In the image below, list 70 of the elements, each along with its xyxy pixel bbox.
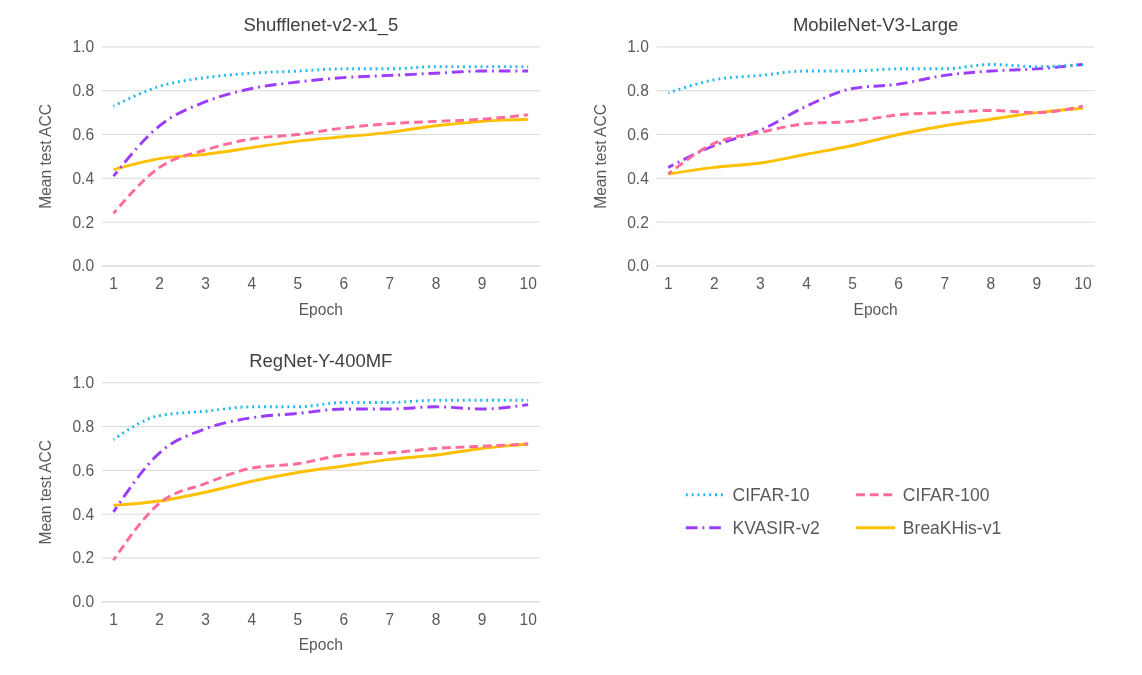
x-tick-label: 6 (339, 611, 349, 629)
x-tick-label: 7 (940, 275, 950, 293)
x-tick-label: 8 (986, 275, 996, 293)
x-tick-label: 9 (1032, 275, 1042, 293)
x-tick-label: 3 (756, 275, 765, 293)
line-series (112, 69, 530, 178)
x-tick-label: 2 (710, 275, 719, 293)
y-tick-label: 1.0 (72, 38, 95, 56)
y-tick-label: 0.6 (72, 461, 95, 479)
line-series (112, 65, 530, 108)
x-axis-title: Epoch (853, 300, 898, 318)
x-tick-label: 6 (339, 275, 349, 293)
y-tick-label: 1.0 (72, 374, 95, 392)
x-tick-label: 3 (201, 275, 210, 293)
y-tick-label: 0.0 (627, 257, 650, 275)
line-series (112, 113, 530, 215)
x-tick-label: 6 (894, 275, 903, 293)
x-tick-label: 3 (201, 611, 210, 629)
chart-title: Shufflenet-v2-x1_5 (243, 14, 399, 37)
y-axis-title: Mean test ACC (592, 104, 610, 209)
line-series (112, 403, 530, 514)
legend-label: CIFAR-100 (902, 484, 990, 505)
x-tick-label: 9 (477, 611, 487, 629)
x-tick-label: 2 (155, 275, 164, 293)
chart-title: RegNet-Y-400MF (249, 350, 393, 372)
y-tick-label: 0.6 (72, 125, 95, 143)
line-series (112, 398, 530, 442)
x-tick-label: 9 (477, 275, 487, 293)
x-axis-title: Epoch (298, 300, 343, 318)
x-tick-label: 5 (848, 275, 857, 293)
y-tick-label: 0.8 (72, 82, 95, 100)
y-tick-label: 0.6 (627, 125, 649, 143)
x-tick-label: 10 (519, 275, 538, 293)
y-tick-label: 0.0 (72, 593, 95, 611)
y-tick-label: 0.4 (72, 169, 95, 187)
line-series (666, 62, 1085, 95)
x-tick-label: 4 (247, 275, 257, 293)
y-axis-title: Mean test ACC (37, 439, 55, 545)
line-series (666, 62, 1085, 169)
x-tick-label: 1 (109, 275, 118, 293)
y-tick-label: 1.0 (627, 38, 650, 56)
x-tick-label: 7 (385, 275, 395, 293)
x-tick-label: 8 (431, 275, 441, 293)
x-tick-label: 2 (155, 611, 164, 629)
x-tick-label: 1 (109, 611, 118, 629)
line-series (112, 117, 530, 172)
x-tick-label: 10 (1074, 275, 1092, 293)
y-tick-label: 0.4 (627, 169, 650, 187)
y-tick-label: 0.2 (72, 213, 95, 231)
legend-label: CIFAR-10 (732, 484, 810, 505)
y-tick-label: 0.2 (627, 213, 649, 231)
x-tick-label: 5 (293, 275, 303, 293)
chart-title: MobileNet-V3-Large (792, 14, 959, 36)
legend-label: BreaKHis-v1 (902, 517, 1002, 538)
y-tick-label: 0.4 (72, 505, 95, 523)
x-tick-label: 1 (663, 275, 673, 293)
y-tick-label: 0.8 (627, 82, 649, 100)
y-tick-label: 0.0 (72, 257, 95, 275)
x-tick-label: 4 (247, 611, 257, 629)
y-axis-title: Mean test ACC (37, 104, 55, 209)
y-tick-label: 0.2 (72, 549, 95, 567)
y-tick-label: 0.8 (72, 417, 95, 435)
x-tick-label: 10 (519, 611, 538, 629)
x-tick-label: 7 (385, 611, 395, 629)
x-tick-label: 8 (431, 611, 441, 629)
x-tick-label: 5 (293, 611, 303, 629)
line-series (112, 442, 530, 562)
x-axis-title: Epoch (298, 636, 343, 654)
x-tick-label: 4 (802, 275, 812, 293)
legend-label: KVASIR-v2 (732, 517, 820, 538)
